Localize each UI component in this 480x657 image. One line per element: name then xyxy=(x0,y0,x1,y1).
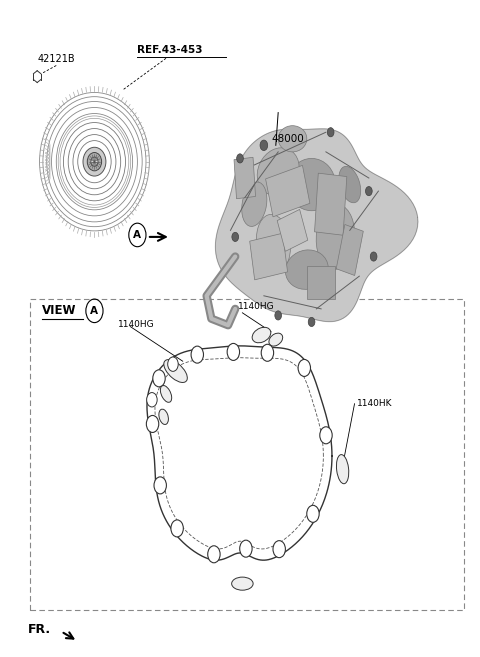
Circle shape xyxy=(227,344,240,361)
Ellipse shape xyxy=(160,386,172,402)
Circle shape xyxy=(153,370,165,387)
Ellipse shape xyxy=(242,182,267,227)
Circle shape xyxy=(208,546,220,563)
Ellipse shape xyxy=(288,158,336,211)
Circle shape xyxy=(147,393,157,407)
Polygon shape xyxy=(234,157,255,198)
Ellipse shape xyxy=(87,152,102,171)
Ellipse shape xyxy=(159,409,168,424)
Ellipse shape xyxy=(164,359,187,382)
Circle shape xyxy=(273,541,286,558)
Circle shape xyxy=(171,520,183,537)
Circle shape xyxy=(261,344,274,361)
Circle shape xyxy=(275,311,281,320)
Ellipse shape xyxy=(257,148,299,195)
Text: FR.: FR. xyxy=(28,623,51,636)
Text: REF.43-453: REF.43-453 xyxy=(137,45,203,55)
Circle shape xyxy=(146,415,159,432)
Text: 1140HG: 1140HG xyxy=(238,302,274,311)
Circle shape xyxy=(365,187,372,196)
Circle shape xyxy=(320,427,332,443)
Ellipse shape xyxy=(336,455,349,484)
Circle shape xyxy=(307,505,319,522)
Circle shape xyxy=(327,127,334,137)
Text: A: A xyxy=(90,306,98,316)
Circle shape xyxy=(240,540,252,557)
Circle shape xyxy=(154,477,167,494)
Ellipse shape xyxy=(339,166,360,203)
Polygon shape xyxy=(250,233,288,280)
Text: 1140HK: 1140HK xyxy=(357,399,393,408)
Text: 48000: 48000 xyxy=(271,134,304,144)
Polygon shape xyxy=(277,210,308,252)
Text: A: A xyxy=(133,230,142,240)
Circle shape xyxy=(370,252,377,261)
Ellipse shape xyxy=(256,214,290,273)
Text: 42121B: 42121B xyxy=(37,53,75,64)
Ellipse shape xyxy=(316,204,355,269)
Ellipse shape xyxy=(269,333,283,346)
Ellipse shape xyxy=(83,147,106,176)
Bar xyxy=(30,299,464,610)
Polygon shape xyxy=(336,225,363,275)
Circle shape xyxy=(298,359,311,376)
Text: 1140HG: 1140HG xyxy=(118,320,155,329)
Ellipse shape xyxy=(252,327,271,343)
Circle shape xyxy=(232,233,239,242)
Circle shape xyxy=(260,140,268,150)
Ellipse shape xyxy=(278,125,307,152)
Polygon shape xyxy=(265,166,310,217)
Text: VIEW: VIEW xyxy=(42,304,76,317)
Circle shape xyxy=(308,317,315,327)
Circle shape xyxy=(168,357,178,371)
Ellipse shape xyxy=(91,157,98,166)
Polygon shape xyxy=(314,173,347,235)
Circle shape xyxy=(191,346,204,363)
Polygon shape xyxy=(216,129,418,321)
Ellipse shape xyxy=(286,250,328,289)
Polygon shape xyxy=(307,266,336,299)
Ellipse shape xyxy=(232,577,253,590)
Circle shape xyxy=(237,154,243,163)
